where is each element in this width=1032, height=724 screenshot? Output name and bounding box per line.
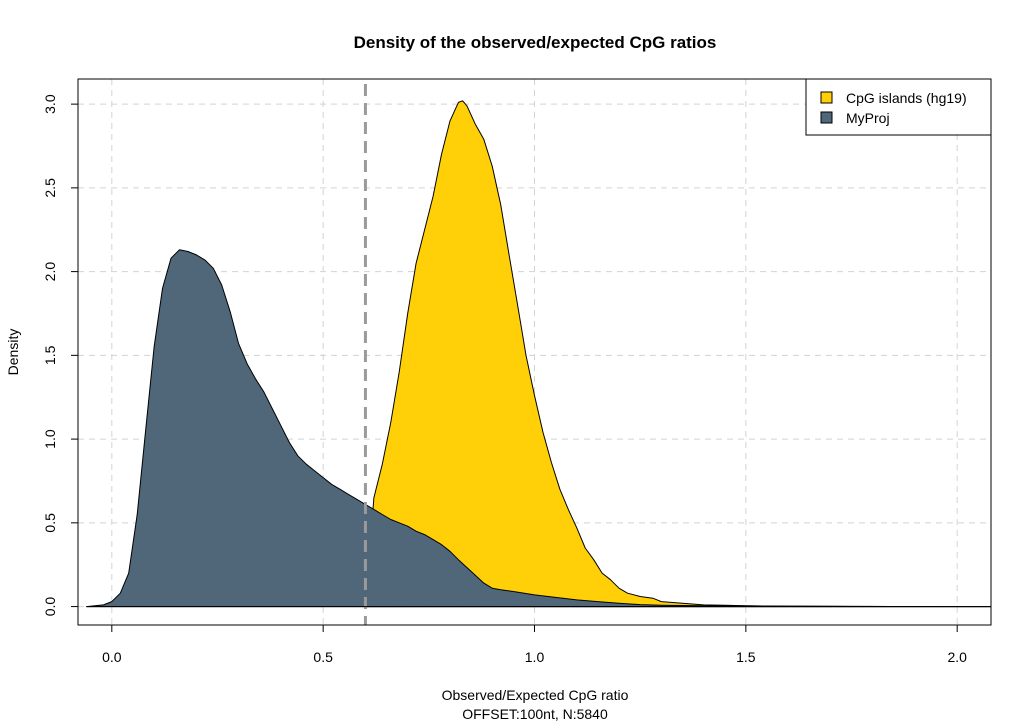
y-axis-label: Density — [5, 329, 21, 376]
x-tick-label: 0.0 — [102, 649, 122, 665]
density-area-myproj — [86, 249, 992, 608]
density-area-cpg-islands-hg19 — [364, 100, 992, 608]
legend: CpG islands (hg19) MyProj — [805, 78, 992, 136]
legend-swatch-cpg-islands — [820, 91, 833, 104]
x-axis-label: Observed/Expected CpG ratio — [442, 687, 629, 703]
density-areas — [86, 100, 992, 608]
legend-swatch-myproj — [820, 111, 833, 124]
legend-label-myproj: MyProj — [846, 110, 890, 126]
x-tick-label: 2.0 — [947, 649, 967, 665]
y-tick-label: 0.5 — [42, 513, 58, 533]
x-tick-label: 1.0 — [525, 649, 545, 665]
legend-box — [805, 78, 992, 136]
legend-label-cpg-islands: CpG islands (hg19) — [846, 90, 967, 106]
y-tick-label: 0.0 — [42, 597, 58, 617]
x-tick-label: 0.5 — [313, 649, 333, 665]
x-axis: 0.0 0.5 1.0 1.5 2.0 — [102, 625, 967, 665]
x-axis-sublabel: OFFSET:100nt, N:5840 — [462, 706, 608, 722]
y-tick-label: 1.0 — [42, 429, 58, 449]
chart-title: Density of the observed/expected CpG rat… — [354, 33, 717, 52]
x-tick-label: 1.5 — [736, 649, 756, 665]
y-tick-label: 2.5 — [42, 178, 58, 198]
y-tick-label: 2.0 — [42, 262, 58, 282]
y-tick-label: 3.0 — [42, 94, 58, 114]
y-tick-label: 1.5 — [42, 345, 58, 365]
y-axis: 0.0 0.5 1.0 1.5 2.0 2.5 3.0 — [42, 94, 78, 616]
